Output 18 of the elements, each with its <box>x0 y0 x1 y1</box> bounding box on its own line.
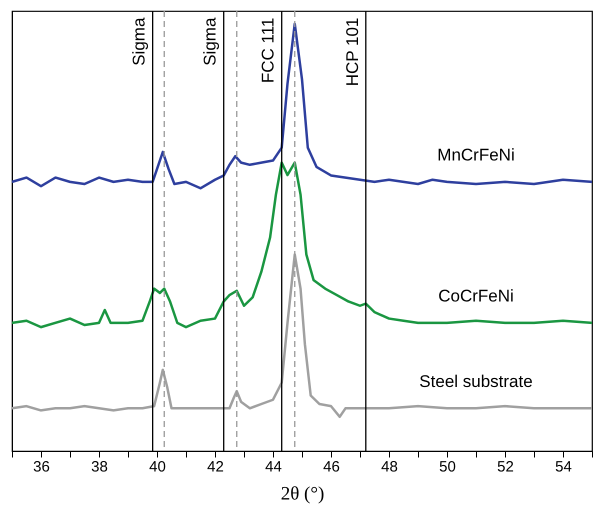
series-label: Steel substrate <box>419 372 533 391</box>
x-tick-label: 38 <box>91 458 108 476</box>
x-tick-label: 46 <box>323 458 340 476</box>
x-tick-label: 52 <box>497 458 514 476</box>
ref-line-label: Sigma <box>130 17 149 66</box>
x-tick-label: 50 <box>439 458 456 476</box>
ref-line-label: HCP 101 <box>342 18 362 86</box>
x-tick-label: 44 <box>265 458 282 476</box>
ref-line-label: Sigma <box>200 17 220 66</box>
x-tick-label: 48 <box>381 458 398 476</box>
series-label: CoCrFeNi <box>438 286 514 306</box>
x-tick-label: 42 <box>207 458 224 476</box>
ref-line-label: FCC 111 <box>258 18 278 84</box>
x-tick-label: 36 <box>33 458 50 476</box>
x-axis-title: 2θ (°) <box>280 484 324 504</box>
series-label: MnCrFeNi <box>437 145 515 164</box>
x-tick-label: 40 <box>149 458 166 476</box>
x-tick-label: 54 <box>555 458 572 476</box>
